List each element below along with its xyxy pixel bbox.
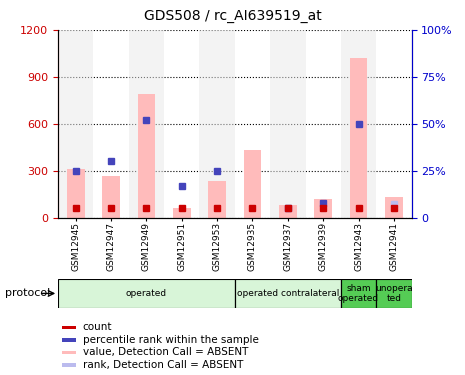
Bar: [67, 169, 85, 217]
Bar: [279, 205, 297, 218]
Bar: [62, 351, 76, 354]
Bar: [341, 30, 376, 217]
Bar: [244, 150, 261, 217]
Bar: [62, 338, 76, 342]
Bar: [385, 197, 403, 217]
Bar: [129, 30, 164, 217]
Bar: [350, 58, 367, 217]
Bar: [341, 279, 376, 308]
Bar: [235, 279, 341, 308]
Bar: [270, 30, 306, 217]
Text: unopera
ted: unopera ted: [375, 284, 412, 303]
Text: value, Detection Call = ABSENT: value, Detection Call = ABSENT: [83, 348, 248, 357]
Bar: [102, 176, 120, 218]
Text: GDS508 / rc_AI639519_at: GDS508 / rc_AI639519_at: [144, 9, 321, 23]
Bar: [314, 199, 332, 217]
Text: percentile rank within the sample: percentile rank within the sample: [83, 335, 259, 345]
Text: protocol: protocol: [5, 288, 50, 298]
Text: count: count: [83, 322, 113, 333]
Text: sham
operated: sham operated: [338, 284, 379, 303]
Bar: [58, 279, 235, 308]
Text: rank, Detection Call = ABSENT: rank, Detection Call = ABSENT: [83, 360, 243, 370]
Bar: [58, 30, 93, 217]
Bar: [199, 30, 235, 217]
Text: operated: operated: [126, 289, 167, 298]
Bar: [62, 326, 76, 329]
Bar: [208, 181, 226, 218]
Bar: [62, 363, 76, 367]
Bar: [173, 208, 191, 218]
Text: operated contralateral: operated contralateral: [237, 289, 339, 298]
Bar: [376, 279, 412, 308]
Bar: [138, 94, 155, 218]
